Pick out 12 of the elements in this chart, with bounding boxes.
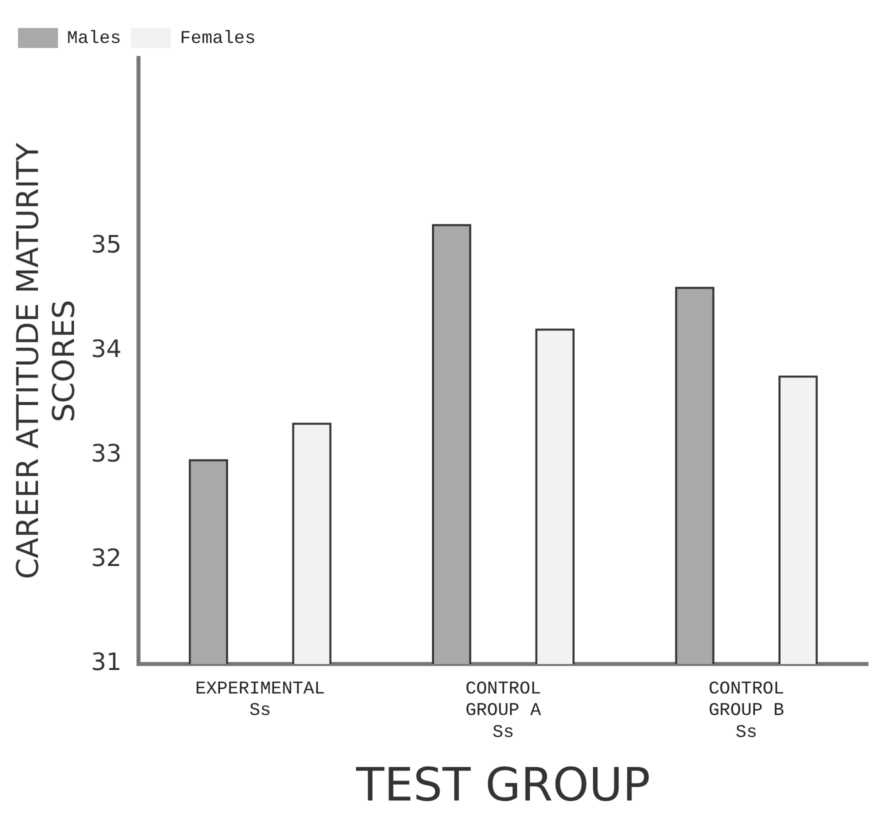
y-axis-title: CAREER ATTITUDE MATURITY SCORES — [10, 142, 82, 580]
y-tick-label: 33 — [90, 439, 122, 468]
y-tick-label: 32 — [90, 544, 122, 572]
x-tick-label: EXPERIMENTAL Ss — [195, 680, 325, 722]
x-tick-label: CONTROL GROUP B Ss — [708, 680, 784, 743]
x-tick-label: CONTROL GROUP A Ss — [465, 680, 542, 743]
legend-label: Males — [67, 28, 122, 49]
y-tick-label: 35 — [90, 230, 122, 258]
y-tick-label: 31 — [90, 648, 122, 676]
y-tick-label: 34 — [90, 334, 122, 363]
x-axis-title: TEST GROUP — [355, 757, 650, 812]
legend-label: Females — [180, 28, 256, 49]
